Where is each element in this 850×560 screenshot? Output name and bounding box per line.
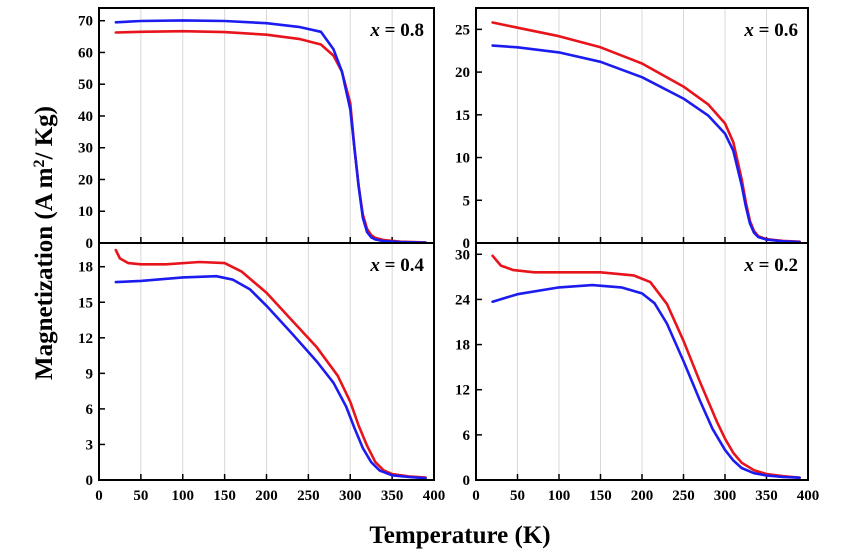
x-tick-label: 200 xyxy=(631,488,654,504)
y-tick-label: 18 xyxy=(78,260,93,276)
y-tick-label: 24 xyxy=(455,292,471,308)
y-tick-label: 15 xyxy=(455,108,470,124)
panel-label: x = 0.2 xyxy=(743,255,798,276)
panel-frame xyxy=(98,242,435,481)
y-tick-label: 9 xyxy=(86,366,94,382)
y-tick-label: 10 xyxy=(78,204,93,220)
y-tick-label: 70 xyxy=(78,14,93,30)
y-tick-label: 25 xyxy=(455,22,470,38)
y-tick-label: 60 xyxy=(78,45,93,61)
series-line-red xyxy=(491,254,801,479)
panel-label: x = 0.6 xyxy=(743,20,798,41)
panel-frame xyxy=(475,242,809,481)
series-line-blue xyxy=(491,44,801,244)
y-tick-label: 3 xyxy=(86,437,94,453)
series-line-blue xyxy=(491,283,801,479)
panel-label-var: x xyxy=(369,20,380,41)
y-tick-label: 6 xyxy=(463,428,471,444)
y-tick-label: 20 xyxy=(455,65,470,81)
y-tick-label: 12 xyxy=(455,383,470,399)
x-tick-label: 0 xyxy=(95,488,103,504)
y-tick-label: 50 xyxy=(78,77,93,93)
series-line-blue xyxy=(114,274,427,480)
x-tick-label: 350 xyxy=(381,488,404,504)
panel-4: 0 50 100 150 200 250 300 350 400 0 6 12 18 24 30 x = 0.… xyxy=(455,242,820,504)
y-tick-label: 20 xyxy=(78,172,93,188)
x-tick-label: 150 xyxy=(213,488,236,504)
series-line-red xyxy=(114,248,427,479)
x-tick-label: 300 xyxy=(339,488,362,504)
panel-label-value: = 0.6 xyxy=(754,20,798,41)
y-tick-label: 0 xyxy=(86,236,94,252)
panel-label: x = 0.8 xyxy=(369,20,424,41)
x-tick-label: 150 xyxy=(589,488,612,504)
panel-label-value: = 0.8 xyxy=(380,20,424,41)
y-axis-title: Magnetization (A m2/ Kg) xyxy=(31,106,59,380)
x-tick-label: 250 xyxy=(672,488,695,504)
x-axis-title: Temperature (K) xyxy=(369,522,550,549)
x-tick-label: 100 xyxy=(172,488,195,504)
y-tick-label: 12 xyxy=(78,331,93,347)
y-tick-label: 40 xyxy=(78,109,93,125)
y-axis-title-main: Magnetization (A m xyxy=(31,167,58,380)
x-tick-label: 300 xyxy=(714,488,737,504)
x-tick-label: 350 xyxy=(755,488,778,504)
x-tick-label: 50 xyxy=(510,488,525,504)
panel-label: x = 0.4 xyxy=(369,255,424,276)
series-line-blue xyxy=(114,19,427,244)
y-tick-label: 5 xyxy=(463,193,471,209)
y-tick-label: 30 xyxy=(78,141,93,157)
panel-1: 0 10 20 30 40 50 60 70 x = 0.8 xyxy=(78,7,435,252)
x-tick-label: 100 xyxy=(548,488,571,504)
series-line-red xyxy=(114,29,427,244)
panel-2: 0 5 10 15 20 25 x = 0.6 xyxy=(455,7,809,252)
series-line-red xyxy=(491,21,801,243)
y-axis-title-sup: 2 xyxy=(31,160,48,168)
y-tick-label: 0 xyxy=(86,473,94,489)
x-tick-label: 400 xyxy=(797,488,820,504)
y-axis-title-tail: / Kg) xyxy=(31,106,58,160)
panel-3: 0 50 100 150 200 250 300 350 400 0 3 6 9 12 15 18 x = 0.… xyxy=(78,242,446,504)
y-tick-label: 30 xyxy=(455,247,470,263)
y-tick-label: 15 xyxy=(78,295,93,311)
y-tick-label: 0 xyxy=(463,473,471,489)
x-tick-label: 250 xyxy=(297,488,320,504)
panel-label-var: x xyxy=(369,255,380,276)
y-tick-label: 10 xyxy=(455,151,470,167)
x-tick-label: 200 xyxy=(255,488,278,504)
panel-label-value: = 0.4 xyxy=(380,255,425,276)
panel-label-value: = 0.2 xyxy=(754,255,798,276)
panel-label-var: x xyxy=(743,255,754,276)
y-tick-label: 6 xyxy=(86,402,94,418)
x-tick-label: 400 xyxy=(423,488,446,504)
x-tick-label: 50 xyxy=(133,488,148,504)
y-tick-label: 0 xyxy=(463,236,471,252)
panel-label-var: x xyxy=(743,20,754,41)
y-tick-label: 18 xyxy=(455,338,470,354)
x-tick-label: 0 xyxy=(472,488,480,504)
